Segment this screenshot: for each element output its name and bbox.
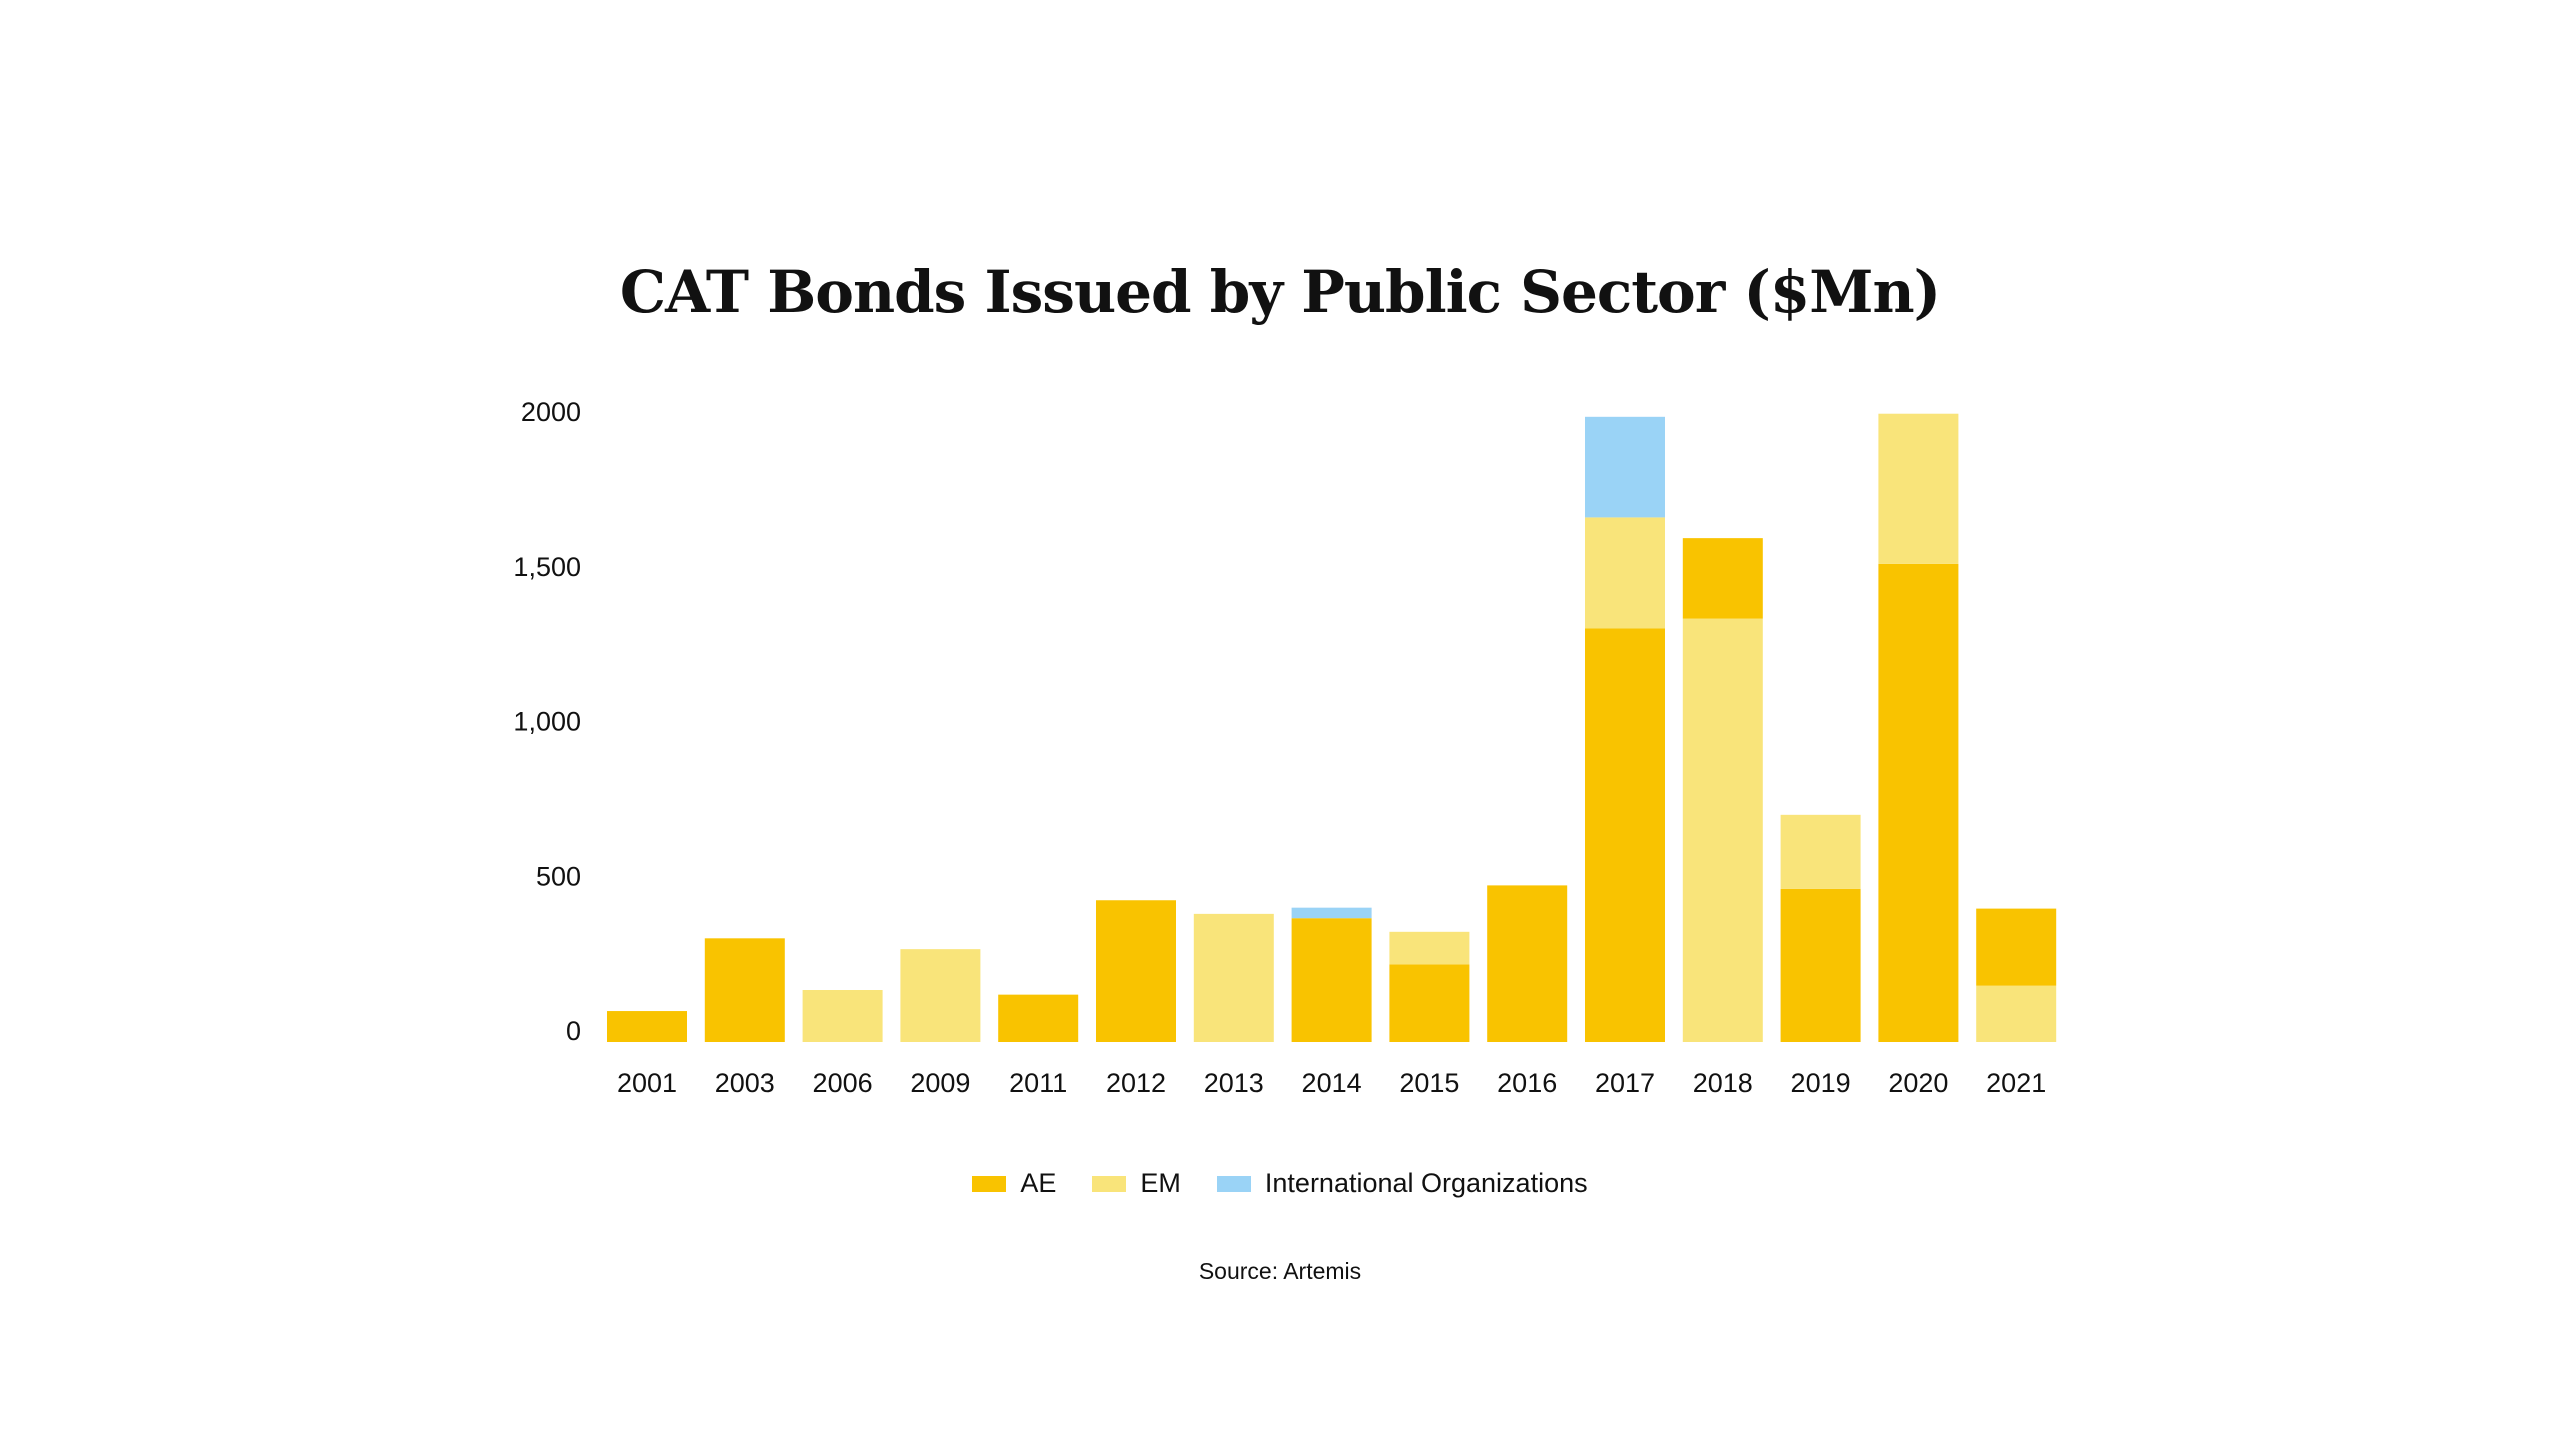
- legend: AE EM International Organizations: [0, 1168, 2560, 1199]
- x-axis: 2001 2003 2006 2009 2011 2012 2013 2014 2015 2016…: [617, 1068, 2046, 1098]
- legend-label: International Organizations: [1264, 1168, 1588, 1198]
- x-tick-label: 2006: [813, 1068, 873, 1098]
- bar-em-2006: [802, 990, 883, 1042]
- y-tick-label: 1,500: [513, 552, 581, 582]
- bar-international-organizations-2014: [1291, 907, 1372, 919]
- x-tick-label: 2012: [1106, 1068, 1166, 1098]
- bar-ae-2019: [1780, 888, 1861, 1042]
- bar-em-2013: [1193, 913, 1274, 1042]
- bar-em-2020: [1878, 413, 1959, 564]
- legend-swatch: [1216, 1175, 1251, 1192]
- x-tick-label: 2014: [1302, 1068, 1362, 1098]
- bar-ae-2020: [1878, 563, 1959, 1042]
- bar-ae-2011: [998, 994, 1079, 1042]
- legend-swatch: [1092, 1175, 1127, 1192]
- x-tick-label: 2009: [910, 1068, 970, 1098]
- legend-item: International Organizations: [1216, 1168, 1588, 1199]
- bar-ae-2001: [607, 1011, 687, 1042]
- chart-title: CAT Bonds Issued by Public Sector ($Mn): [619, 258, 1941, 326]
- bar-international-organizations-2017: [1585, 416, 1665, 518]
- bar-em-2019: [1780, 814, 1861, 889]
- x-tick-label: 2011: [1009, 1068, 1067, 1098]
- x-tick-label: 2017: [1595, 1068, 1655, 1098]
- legend-label: EM: [1140, 1168, 1181, 1198]
- legend-item: EM: [1092, 1168, 1181, 1199]
- x-tick-label: 2021: [1986, 1068, 2046, 1098]
- legend-swatch: [972, 1175, 1007, 1192]
- source-note: Source: Artemis: [1198, 1258, 1362, 1284]
- x-tick-label: 2001: [617, 1068, 677, 1098]
- x-tick-label: 2013: [1204, 1068, 1264, 1098]
- y-tick-label: 2000: [521, 397, 581, 427]
- bar-em-2015: [1389, 931, 1470, 965]
- y-tick-label: 500: [536, 861, 581, 891]
- bar-em-2009: [900, 949, 981, 1042]
- y-axis: 0 500 1,000 1,500 2000: [513, 397, 581, 1046]
- y-tick-label: 1,000: [513, 707, 581, 737]
- x-tick-label: 2015: [1399, 1068, 1459, 1098]
- y-tick-label: 0: [566, 1016, 581, 1046]
- bars: [607, 413, 2057, 1042]
- bar-ae-2018: [1682, 538, 1763, 619]
- bar-em-2017: [1585, 517, 1665, 629]
- bar-ae-2017: [1585, 628, 1665, 1042]
- bar-ae-2012: [1096, 900, 1176, 1042]
- bar-ae-2016: [1487, 885, 1568, 1042]
- bar-ae-2015: [1389, 964, 1470, 1042]
- x-tick-label: 2020: [1888, 1068, 1948, 1098]
- bar-em-2021: [1976, 985, 2057, 1042]
- bar-ae-2021: [1976, 908, 2057, 986]
- x-tick-label: 2018: [1693, 1068, 1753, 1098]
- x-tick-label: 2003: [715, 1068, 775, 1098]
- legend-item: AE: [972, 1168, 1056, 1199]
- bar-ae-2014: [1291, 918, 1372, 1042]
- bar-em-2018: [1682, 618, 1763, 1042]
- x-tick-label: 2016: [1497, 1068, 1557, 1098]
- x-tick-label: 2019: [1791, 1068, 1851, 1098]
- bar-ae-2003: [704, 938, 785, 1042]
- legend-label: AE: [1020, 1168, 1057, 1198]
